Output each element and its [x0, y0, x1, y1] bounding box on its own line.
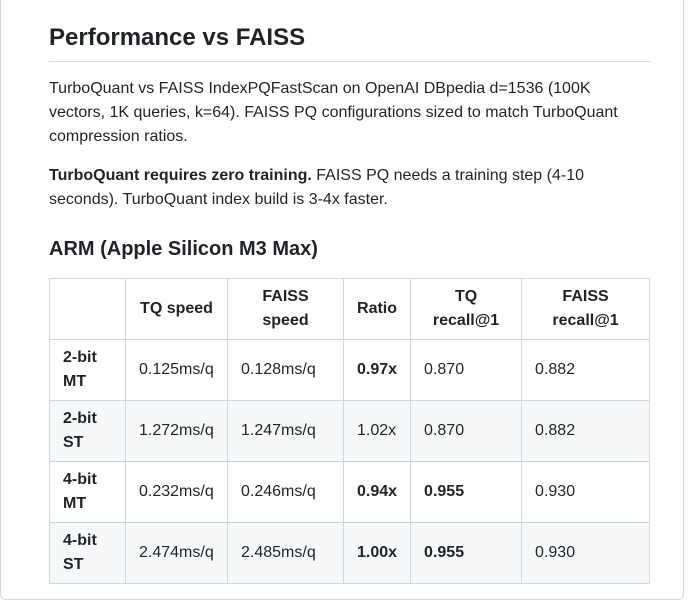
cell-ratio: 0.97x — [342, 339, 412, 401]
header-faiss-speed: FAISS speed — [227, 278, 344, 340]
cell-tq-speed: 0.232ms/q — [125, 461, 228, 523]
cell-faiss-recall: 0.930 — [521, 522, 651, 584]
performance-table: TQ speed FAISS speed Ratio TQ recall@1 F… — [49, 278, 651, 584]
section-title: ARM (Apple Silicon M3 Max) — [49, 238, 318, 260]
training-note-text: FAISS PQ needs a training step (4-10 sec… — [49, 167, 584, 208]
cell-ratio: 0.94x — [342, 461, 412, 523]
cell-tq-recall: 0.955 — [410, 522, 523, 584]
cell-tq-recall: 0.870 — [410, 400, 523, 462]
cell-ratio: 1.00x — [342, 522, 412, 584]
cell-tq-speed: 0.125ms/q — [125, 339, 228, 401]
table-row: 2-bit ST 1.272ms/q 1.247ms/q 1.02x 0.870… — [49, 400, 651, 462]
cell-tq-recall: 0.955 — [410, 461, 523, 523]
training-note: TurboQuant requires zero training. FAISS… — [49, 164, 639, 212]
header-tq-speed: TQ speed — [125, 278, 228, 340]
cell-tq-speed: 2.474ms/q — [125, 522, 228, 584]
header-config — [49, 278, 126, 340]
row-config: 4-bit MT — [49, 461, 126, 523]
cell-faiss-speed: 1.247ms/q — [227, 400, 344, 462]
row-config: 2-bit MT — [49, 339, 126, 401]
cell-faiss-recall: 0.882 — [521, 400, 651, 462]
table-row: 4-bit ST 2.474ms/q 2.485ms/q 1.00x 0.955… — [49, 522, 651, 584]
table-row: 4-bit MT 0.232ms/q 0.246ms/q 0.94x 0.955… — [49, 461, 651, 523]
cell-ratio: 1.02x — [342, 400, 412, 462]
cell-faiss-recall: 0.882 — [521, 339, 651, 401]
cell-faiss-speed: 2.485ms/q — [227, 522, 344, 584]
header-faiss-recall: FAISS recall@1 — [521, 278, 651, 340]
cell-faiss-recall: 0.930 — [521, 461, 651, 523]
training-note-bold: TurboQuant requires zero training. — [49, 167, 312, 184]
cell-faiss-speed: 0.246ms/q — [227, 461, 344, 523]
cell-tq-recall: 0.870 — [410, 339, 523, 401]
row-config: 2-bit ST — [49, 400, 126, 462]
table-header-row: TQ speed FAISS speed Ratio TQ recall@1 F… — [49, 278, 651, 340]
table-row: 2-bit MT 0.125ms/q 0.128ms/q 0.97x 0.870… — [49, 339, 651, 401]
header-ratio: Ratio — [342, 278, 412, 340]
cell-tq-speed: 1.272ms/q — [125, 400, 228, 462]
intro-paragraph: TurboQuant vs FAISS IndexPQFastScan on O… — [49, 80, 618, 145]
header-tq-recall: TQ recall@1 — [410, 278, 523, 340]
cell-faiss-speed: 0.128ms/q — [227, 339, 344, 401]
page-title: Performance vs FAISS — [49, 22, 651, 62]
row-config: 4-bit ST — [49, 522, 126, 584]
